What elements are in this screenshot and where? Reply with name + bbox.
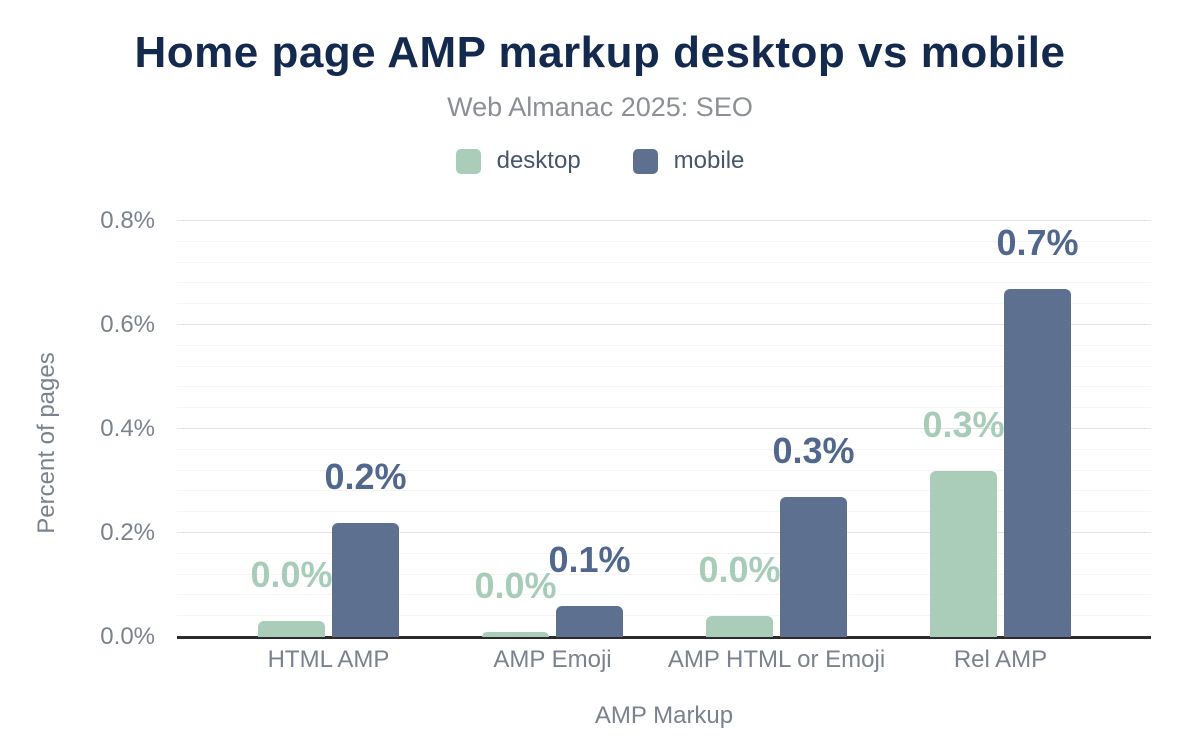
major-gridline (177, 324, 1151, 325)
legend-item-mobile: mobile (632, 147, 745, 175)
minor-gridline (177, 282, 1151, 284)
legend-label-mobile: mobile (673, 147, 745, 174)
value-label-mobile-html-amp: 0.2% (324, 455, 407, 497)
value-label-desktop-rel-amp: 0.3% (922, 403, 1005, 445)
major-gridline (177, 428, 1151, 429)
bar-group-html-amp: 0.0% 0.2% (250, 458, 407, 637)
minor-gridline (177, 261, 1151, 263)
minor-gridline (177, 344, 1151, 346)
value-label-mobile-amp-html-or-emoji: 0.3% (772, 429, 855, 471)
chart-title: Home page AMP markup desktop vs mobile (134, 28, 1066, 77)
legend: desktop mobile (0, 147, 1200, 175)
minor-gridline (177, 511, 1151, 513)
bar-mobile-amp-emoji[interactable]: 0.1% (548, 541, 631, 637)
minor-gridline (177, 303, 1151, 305)
bar-mobile-rel-amp[interactable]: 0.7% (996, 224, 1079, 637)
y-tick-label: 0.6% (100, 311, 155, 338)
value-label-mobile-amp-emoji: 0.1% (548, 538, 631, 580)
legend-item-desktop: desktop (455, 147, 581, 175)
legend-label-desktop: desktop (496, 147, 581, 174)
value-label-desktop-amp-html-or-emoji: 0.0% (698, 549, 781, 591)
bar-desktop-html-amp[interactable]: 0.0% (250, 557, 333, 637)
minor-gridline (177, 552, 1151, 554)
minor-gridline (177, 615, 1151, 617)
bar-group-amp-html-or-emoji: 0.0% 0.3% (698, 432, 855, 637)
y-axis-ticks: 0.0% 0.2% 0.4% 0.6% 0.8% (0, 209, 165, 649)
y-tick-label: 0.0% (100, 623, 155, 650)
value-label-mobile-rel-amp: 0.7% (996, 221, 1079, 263)
y-tick-label: 0.2% (100, 519, 155, 546)
y-tick-label: 0.8% (100, 207, 155, 234)
value-label-desktop-html-amp: 0.0% (250, 554, 333, 596)
chart-subtitle: Web Almanac 2025: SEO (447, 92, 753, 122)
bars-row: 0.0% 0.2% 0.0% 0.1% 0.0% 0.3% 0.3% 0.7% (250, 221, 1079, 637)
minor-gridline (177, 448, 1151, 450)
minor-gridline (177, 490, 1151, 492)
x-tick-label-amp-html-or-emoji: AMP HTML or Emoji (667, 646, 886, 673)
x-axis-title: AMP Markup (594, 702, 734, 729)
x-axis-ticks-inner: HTML AMP AMP Emoji AMP HTML or Emoji Rel AM… (258, 646, 1071, 674)
legend-swatch-desktop (455, 148, 481, 174)
value-label-desktop-amp-emoji: 0.0% (474, 564, 557, 606)
x-axis-line (177, 636, 1151, 639)
minor-gridline (177, 386, 1151, 388)
bar-desktop-rel-amp[interactable]: 0.3% (922, 406, 1005, 637)
minor-gridline (177, 365, 1151, 367)
bar-mobile-amp-html-or-emoji[interactable]: 0.3% (772, 432, 855, 637)
legend-swatch-mobile (632, 148, 658, 174)
bar-group-rel-amp: 0.3% 0.7% (922, 224, 1079, 637)
bar-desktop-amp-html-or-emoji[interactable]: 0.0% (698, 552, 781, 637)
minor-gridline (177, 573, 1151, 575)
plot-area: 0.0% 0.2% 0.0% 0.1% 0.0% 0.3% 0.3% 0.7% (177, 220, 1151, 639)
minor-gridline (177, 240, 1151, 242)
major-gridline (177, 220, 1151, 221)
x-tick-label-html-amp: HTML AMP (267, 646, 390, 673)
minor-gridline (177, 469, 1151, 471)
y-tick-label: 0.4% (100, 415, 155, 442)
bar-desktop-amp-emoji[interactable]: 0.0% (474, 567, 557, 637)
bar-group-amp-emoji: 0.0% 0.1% (474, 541, 631, 637)
major-gridline (177, 532, 1151, 533)
chart-card: Home page AMP markup desktop vs mobile W… (0, 28, 1200, 742)
minor-gridline (177, 407, 1151, 409)
bar-mobile-html-amp[interactable]: 0.2% (324, 458, 407, 637)
minor-gridline (177, 594, 1151, 596)
x-tick-label-rel-amp: Rel AMP (953, 646, 1048, 673)
x-tick-label-amp-emoji: AMP Emoji (493, 646, 612, 673)
